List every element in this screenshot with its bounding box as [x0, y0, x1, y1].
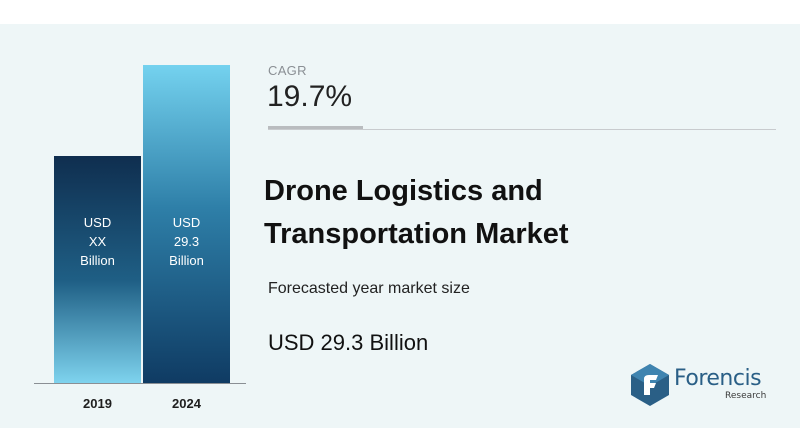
- cagr-underline: [268, 126, 363, 129]
- cagr-label: CAGR: [268, 63, 307, 78]
- x-tick-2024: 2024: [172, 396, 201, 411]
- section-divider: [268, 129, 776, 130]
- bar-2024: [143, 65, 230, 383]
- bar-2019: [54, 156, 141, 383]
- bar-label-2024: USD 29.3 Billion: [143, 213, 230, 270]
- bar-label-2024-line1: USD: [172, 215, 201, 230]
- x-axis-baseline: [34, 383, 246, 384]
- bar-label-2019-line1: USD: [83, 215, 112, 230]
- market-title-line2: Transportation Market: [264, 218, 569, 250]
- company-logo: Forencis Research: [628, 362, 768, 408]
- cagr-value: 19.7%: [267, 80, 353, 113]
- forecast-subtitle: Forecasted year market size: [268, 280, 470, 297]
- bar-label-2024-line3: Billion: [169, 253, 204, 268]
- bar-label-2024-line2: 29.3: [173, 234, 200, 249]
- logo-name: Forencis: [674, 366, 762, 391]
- forecast-market-size: USD 29.3 Billion: [268, 330, 429, 355]
- bar-label-2019: USD XX Billion: [54, 213, 141, 270]
- market-title: Drone Logistics and Transportation Marke…: [264, 170, 684, 256]
- bar-chart: USD XX Billion USD 29.3 Billion 2019 202…: [0, 0, 250, 428]
- market-title-line1: Drone Logistics and: [264, 175, 543, 207]
- x-tick-2019: 2019: [83, 396, 112, 411]
- logo-subtitle: Research: [725, 391, 767, 401]
- bar-label-2019-line2: XX: [88, 234, 107, 249]
- bar-label-2019-line3: Billion: [80, 253, 115, 268]
- forencis-logo-icon: [631, 364, 669, 406]
